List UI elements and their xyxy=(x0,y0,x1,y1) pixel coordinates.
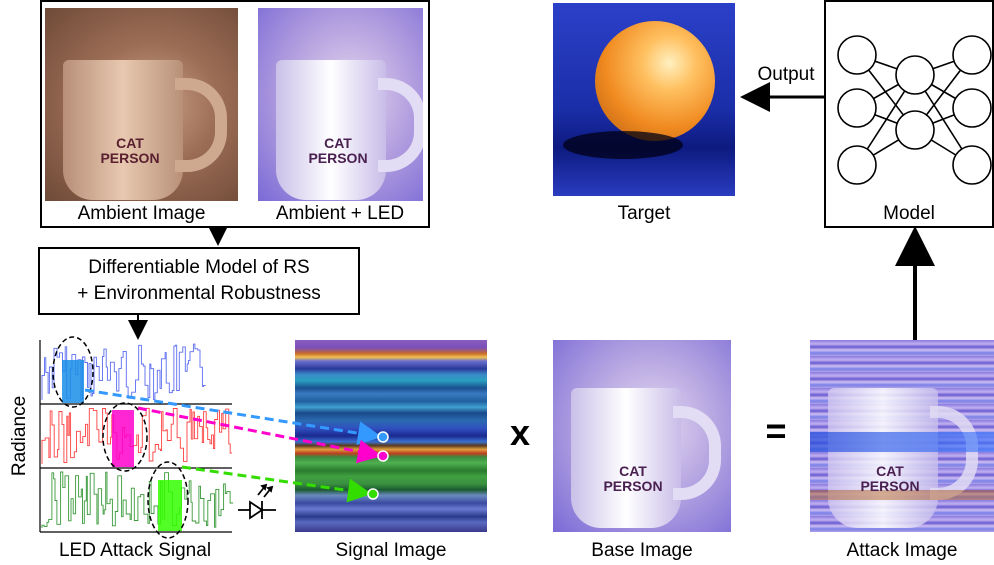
led-diode-icon xyxy=(238,483,276,520)
mug-text-line2: PERSON xyxy=(100,150,160,166)
target-label: Target xyxy=(617,203,671,224)
base-image-label: Base Image xyxy=(591,540,693,561)
ambient-image: CAT PERSON xyxy=(45,8,238,201)
base-image: CAT PERSON xyxy=(553,340,731,532)
nn-node xyxy=(837,35,877,75)
waveform-line xyxy=(41,471,234,528)
mug-text-line2: PERSON xyxy=(308,150,368,166)
led-attack-signal-label: LED Attack Signal xyxy=(58,540,212,561)
rs-model-line2: + Environmental Robustness xyxy=(77,283,321,304)
nn-node xyxy=(837,88,877,128)
green-selection-ellipse xyxy=(147,461,189,539)
nn-node xyxy=(837,145,877,185)
mug-text-line1: CAT xyxy=(619,463,647,479)
waveform-line xyxy=(41,407,233,464)
color-band xyxy=(810,432,994,452)
neural-network-icon xyxy=(837,35,992,185)
rs-model-line1: Differentiable Model of RS xyxy=(88,257,310,278)
nn-node xyxy=(952,145,992,185)
mug-text-line2: PERSON xyxy=(860,478,920,494)
attack-image-label: Attack Image xyxy=(846,540,958,561)
mug-text: CAT PERSON xyxy=(95,136,165,166)
mug-body xyxy=(63,60,183,200)
model-label: Model xyxy=(883,203,935,224)
blue-selection-ellipse xyxy=(52,336,94,408)
target-image xyxy=(553,3,735,196)
rs-model-box xyxy=(38,247,360,315)
mug-text-line1: CAT xyxy=(116,135,144,151)
mug-body xyxy=(571,388,681,528)
magenta-mapping-arrow xyxy=(137,406,382,464)
nn-node xyxy=(895,110,935,150)
mug-text: CAT PERSON xyxy=(303,136,373,166)
magenta-selection-ellipse xyxy=(102,402,148,472)
mug-body xyxy=(828,388,938,528)
magenta-highlight xyxy=(112,410,134,467)
green-mapping-arrow xyxy=(181,465,372,503)
ambient-led-label: Ambient + LED xyxy=(275,203,405,224)
attack-image: CAT PERSON xyxy=(810,340,994,532)
multiply-operator: x xyxy=(509,412,531,453)
green-dot xyxy=(367,488,379,500)
equals-operator: = xyxy=(765,410,787,451)
signal-plot-axes xyxy=(39,340,232,533)
mug-body xyxy=(276,60,386,200)
blue-dot xyxy=(377,431,389,443)
mug-text: CAT PERSON xyxy=(598,464,668,494)
ambient-led-image: CAT PERSON xyxy=(258,8,423,201)
mug-text-line1: CAT xyxy=(324,135,352,151)
magenta-dot xyxy=(377,450,389,462)
signal-image xyxy=(295,340,487,532)
nn-node xyxy=(952,35,992,75)
blue-highlight xyxy=(62,360,84,403)
mug-text-line1: CAT xyxy=(876,463,904,479)
ball-shadow xyxy=(563,131,683,159)
nn-node xyxy=(952,88,992,128)
mug-text-line2: PERSON xyxy=(603,478,663,494)
color-band xyxy=(810,490,994,500)
ambient-image-label: Ambient Image xyxy=(77,203,206,224)
mug-text: CAT PERSON xyxy=(855,464,925,494)
blue-mapping-arrow xyxy=(84,388,382,446)
nn-node xyxy=(895,55,935,95)
orange-ball xyxy=(595,21,715,141)
output-label: Output xyxy=(757,64,815,85)
signal-image-label: Signal Image xyxy=(335,540,447,561)
green-highlight xyxy=(158,480,182,531)
